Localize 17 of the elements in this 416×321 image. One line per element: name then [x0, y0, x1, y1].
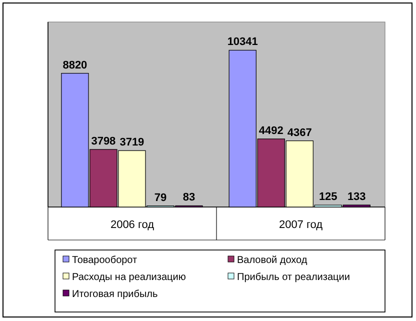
data-label: 125 [318, 191, 338, 204]
legend-label: Итоговая прибыль [72, 289, 158, 300]
data-label: 133 [347, 190, 366, 203]
data-label: 79 [154, 192, 167, 204]
legend-label: Прибыль от реализации [237, 272, 350, 283]
data-label: 8820 [62, 59, 88, 72]
legend-label: Расходы на реализацию [72, 272, 186, 283]
legend-label: Товарооборот [72, 255, 138, 266]
data-label: 3719 [120, 136, 144, 149]
data-label: 4367 [287, 126, 312, 139]
data-label: 4492 [258, 124, 284, 137]
legend-label: Валовой доход [237, 255, 308, 266]
data-label: 10341 [227, 36, 258, 48]
x-tick-label: 2007 год [278, 219, 324, 231]
data-label: 83 [182, 192, 196, 204]
data-label: 3798 [91, 135, 116, 148]
x-tick-label: 2006 год [110, 219, 155, 231]
